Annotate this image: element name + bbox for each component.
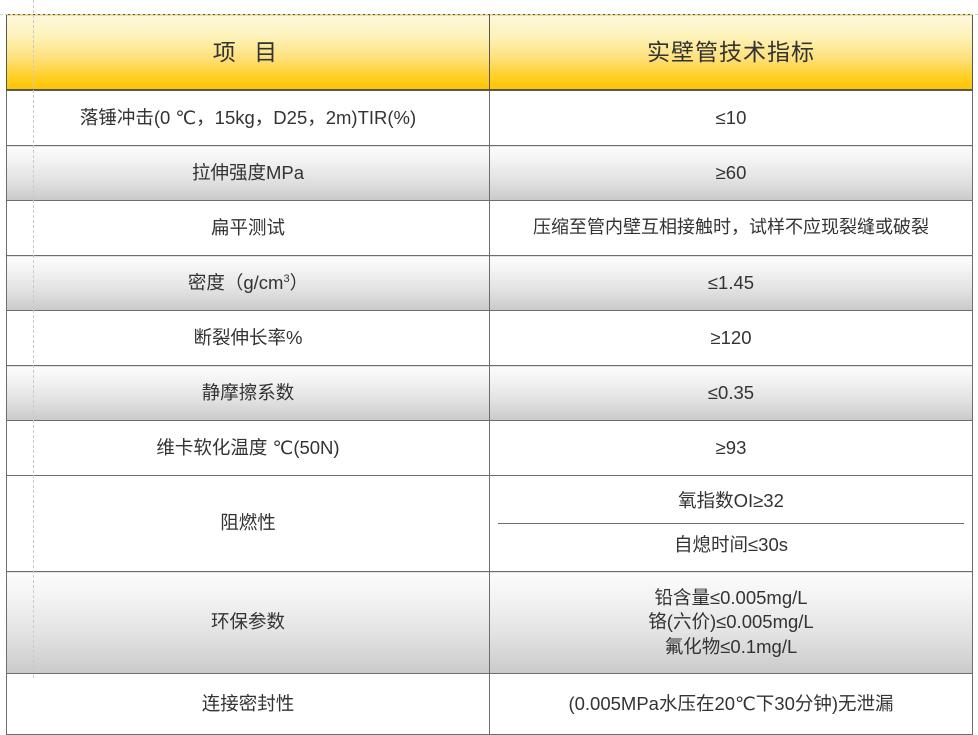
eco-value-chromium: 铬(六价)≤0.005mg/L [648,611,814,633]
row-label-vicat-softening-temp: 维卡软化温度 ℃(50N) [6,420,490,476]
row-label-drop-impact: 落锤冲击(0 ℃，15kg，D25，2m)TIR(%) [6,89,490,146]
row-label-elongation-at-break: 断裂伸长率% [6,310,490,366]
spec-table-container: 项 目 实壁管技术指标 落锤冲击(0 ℃，15kg，D25，2m)TIR(%) … [6,14,973,735]
row-value-drop-impact: ≤10 [489,89,973,146]
row-value-elongation-at-break: ≥120 [489,310,973,366]
row-value-joint-tightness: (0.005MPa水压在20℃下30分钟)无泄漏 [489,673,973,735]
table-row: 断裂伸长率% ≥120 [6,310,973,366]
table-row: 环保参数 铅含量≤0.005mg/L 铬(六价)≤0.005mg/L 氟化物≤0… [6,571,973,674]
eco-value-fluoride: 氟化物≤0.1mg/L [664,635,798,657]
table-row: 连接密封性 (0.005MPa水压在20℃下30分钟)无泄漏 [6,673,973,735]
row-value-static-friction: ≤0.35 [489,365,973,421]
row-value-self-extinguish-time: 自熄时间≤30s [498,523,964,567]
row-value-flame-retardancy: 氧指数OI≥32 自熄时间≤30s [489,475,973,572]
table-header-row: 项 目 实壁管技术指标 [6,14,973,91]
header-cell-item: 项 目 [6,14,490,91]
row-label-density: 密度（g/cm3） [6,255,490,311]
density-label-suffix: ） [289,271,309,293]
table-row: 阻燃性 氧指数OI≥32 自熄时间≤30s [6,475,973,572]
row-value-vicat-softening-temp: ≥93 [489,420,973,476]
row-label-joint-tightness: 连接密封性 [6,673,490,735]
row-value-oxygen-index: 氧指数OI≥32 [498,480,964,524]
row-value-tensile-strength: ≥60 [489,145,973,201]
subtable-row: 自熄时间≤30s [498,523,964,567]
table-row: 密度（g/cm3） ≤1.45 [6,255,973,311]
row-label-environmental-params: 环保参数 [6,571,490,674]
table-row: 拉伸强度MPa ≥60 [6,145,973,201]
header-cell-value: 实壁管技术指标 [489,14,973,91]
eco-value-lead: 铅含量≤0.005mg/L [654,586,808,608]
row-label-flame-retardancy: 阻燃性 [6,475,490,572]
density-label-prefix: 密度（g/cm [187,271,284,293]
table-row: 维卡软化温度 ℃(50N) ≥93 [6,420,973,476]
density-label-superscript: 3 [283,272,290,285]
subtable-row: 氧指数OI≥32 [498,480,964,524]
flame-retardancy-subtable: 氧指数OI≥32 自熄时间≤30s [498,480,964,567]
table-row: 静摩擦系数 ≤0.35 [6,365,973,421]
row-label-static-friction: 静摩擦系数 [6,365,490,421]
table-row: 扁平测试 压缩至管内壁互相接触时，试样不应现裂缝或破裂 [6,200,973,256]
table-row: 落锤冲击(0 ℃，15kg，D25，2m)TIR(%) ≤10 [6,89,973,146]
row-label-flattening-test: 扁平测试 [6,200,490,256]
specification-table: 项 目 实壁管技术指标 落锤冲击(0 ℃，15kg，D25，2m)TIR(%) … [6,14,973,735]
row-value-flattening-test: 压缩至管内壁互相接触时，试样不应现裂缝或破裂 [489,200,973,256]
row-value-environmental-params: 铅含量≤0.005mg/L 铬(六价)≤0.005mg/L 氟化物≤0.1mg/… [489,571,973,674]
row-label-tensile-strength: 拉伸强度MPa [6,145,490,201]
row-value-density: ≤1.45 [489,255,973,311]
